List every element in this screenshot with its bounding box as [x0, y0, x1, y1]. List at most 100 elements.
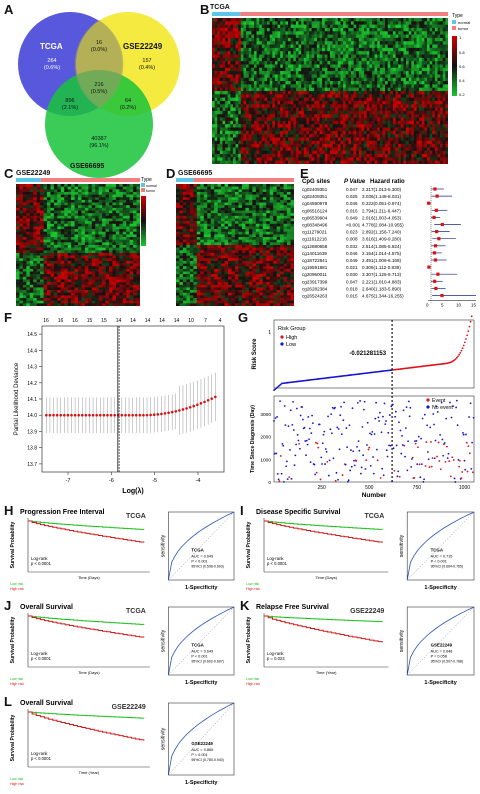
heatmap-cell	[377, 130, 381, 135]
heatmap-cell	[382, 150, 386, 155]
heatmap-cell	[445, 100, 448, 105]
heatmap-cell	[408, 134, 412, 138]
heatmap-cell	[115, 250, 120, 254]
heatmap-cell	[256, 37, 260, 42]
heatmap-cell	[298, 77, 302, 82]
heatmap-cell	[240, 87, 244, 92]
heatmap-cell	[303, 104, 307, 108]
heatmap-cell	[119, 234, 124, 238]
heatmap-cell	[413, 77, 417, 82]
heatmap-cell	[288, 91, 291, 95]
heatmap-cell	[243, 130, 247, 135]
heatmap-cell	[214, 127, 218, 132]
heatmap-cell	[403, 21, 407, 25]
heatmap-cell	[290, 67, 294, 72]
heatmap-cell	[253, 127, 257, 132]
heatmap-cell	[361, 24, 365, 29]
heatmap-cell	[408, 44, 412, 49]
heatmap-cell	[71, 202, 75, 206]
heatmap-cell	[387, 54, 391, 59]
heatmap-cell	[133, 205, 137, 209]
heatmap-cell	[240, 124, 244, 128]
heatmap-cell	[356, 120, 360, 125]
heatmap-cell	[219, 27, 223, 32]
heatmap-cell	[217, 144, 221, 148]
heatmap-cell	[374, 154, 378, 158]
heatmap-cell	[217, 147, 221, 152]
heatmap-cell	[427, 120, 430, 125]
heatmap-cell	[22, 186, 27, 190]
heatmap-cell	[60, 247, 65, 251]
heatmap-cell	[26, 245, 31, 248]
heatmap-cell	[256, 134, 260, 138]
heatmap-cell	[364, 144, 368, 148]
heatmap-cell	[240, 110, 244, 115]
heatmap-cell	[272, 160, 276, 164]
heatmap-cell	[319, 54, 323, 59]
heatmap-cell	[413, 137, 417, 142]
heatmap-cell	[246, 27, 250, 32]
heatmap-cell	[238, 64, 242, 69]
heatmap-cell	[379, 114, 383, 118]
heatmap-cell	[319, 37, 323, 42]
heatmap-cell	[314, 21, 318, 25]
heatmap-cell	[88, 252, 93, 256]
heatmap-cell	[102, 194, 106, 198]
heatmap-cell	[214, 24, 218, 29]
heatmap-cell	[115, 213, 120, 217]
heatmap-cell	[445, 77, 448, 82]
heatmap-cell	[293, 37, 297, 42]
heatmap-cell	[272, 120, 276, 125]
heatmap-cell	[350, 130, 354, 135]
heatmap-cell	[382, 117, 386, 122]
heatmap-cell	[81, 215, 86, 219]
heatmap-cell	[445, 51, 448, 55]
heatmap-cell	[232, 37, 236, 42]
heatmap-cell	[274, 140, 278, 145]
heatmap-cell	[437, 140, 441, 145]
heatmap-cell	[421, 24, 425, 29]
heatmap-cell	[84, 218, 89, 222]
heatmap-cell	[437, 61, 441, 65]
heatmap-cell	[371, 130, 375, 135]
heatmap-cell	[288, 41, 291, 45]
heatmap-cell	[316, 120, 320, 125]
heatmap-cell	[330, 97, 333, 102]
heatmap-cell	[379, 77, 383, 82]
heatmap-cell	[122, 223, 127, 227]
heatmap-cell	[98, 191, 103, 195]
heatmap-cell	[432, 137, 436, 142]
heatmap-cell	[248, 104, 252, 108]
heatmap-cell	[408, 160, 412, 164]
heatmap-cell	[371, 21, 375, 25]
heatmap-cell	[445, 81, 448, 85]
heatmap-cell	[277, 147, 281, 152]
heatmap-cell	[84, 245, 89, 248]
heatmap-cell	[369, 37, 373, 42]
heatmap-cell	[246, 117, 250, 122]
heatmap-cell	[102, 202, 106, 206]
heatmap-cell	[337, 31, 341, 35]
heatmap-cell	[424, 94, 428, 98]
heatmap-cell	[395, 41, 399, 45]
heatmap-cell	[98, 199, 103, 203]
heatmap-cell	[429, 127, 433, 132]
heatmap-cell	[374, 64, 378, 69]
heatmap-cell	[390, 18, 394, 22]
heatmap-cell	[214, 104, 218, 108]
heatmap-cell	[248, 114, 252, 118]
heatmap-cell	[371, 104, 375, 108]
heatmap-cell	[390, 64, 394, 69]
heatmap-cell	[219, 74, 223, 79]
heatmap-cell	[19, 226, 24, 230]
heatmap-cell	[419, 21, 423, 25]
heatmap-cell	[374, 157, 378, 161]
heatmap-cell	[335, 110, 339, 115]
heatmap-cell	[251, 147, 255, 152]
heatmap-cell	[403, 87, 407, 92]
heatmap-cell	[309, 74, 312, 79]
heatmap-cell	[408, 147, 412, 152]
heatmap-cell	[285, 51, 289, 55]
type-bar-normal	[16, 178, 41, 182]
heatmap-cell	[432, 127, 436, 132]
